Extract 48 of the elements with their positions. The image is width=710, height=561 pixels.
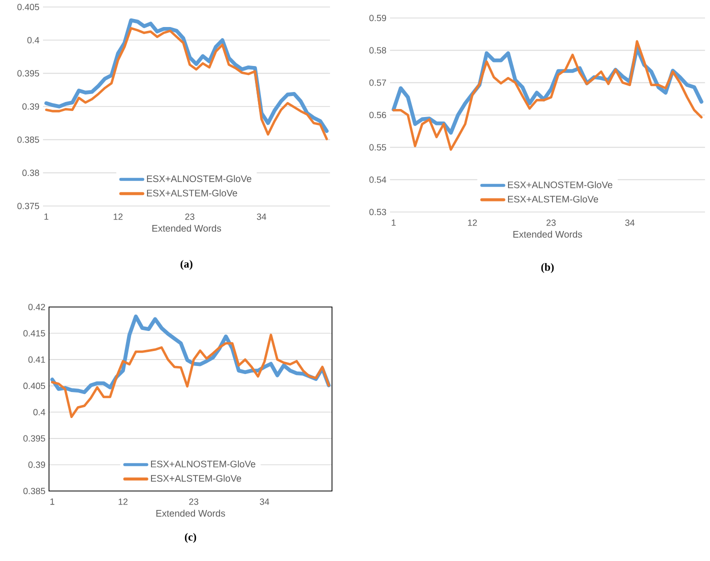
x-tick-label: 1 <box>44 214 48 220</box>
y-tick-label: 0.405 <box>17 4 40 10</box>
line-series <box>392 40 703 151</box>
x-axis-title: Extended Words <box>152 224 222 232</box>
y-tick-label: 0.385 <box>23 488 46 494</box>
x-tick-label: 12 <box>468 220 477 226</box>
text: (a) <box>180 260 192 270</box>
legend-label: ESX+ALNOSTEM-GloVe <box>151 460 256 468</box>
legend-label: ESX+ALSTEM-GloVe <box>151 474 242 482</box>
y-tick-label: 0.375 <box>17 202 40 210</box>
x-tick-label: 34 <box>625 220 635 226</box>
y-tick-label: 0.42 <box>28 304 46 310</box>
text: (b) <box>541 263 554 274</box>
y-tick-label: 0.57 <box>369 79 386 86</box>
y-tick-label: 0.415 <box>23 330 46 336</box>
legend-label: ESX+ALNOSTEM-GloVe <box>508 181 612 188</box>
x-axis-title: Extended Words <box>156 510 226 517</box>
y-tick-label: 0.59 <box>369 14 386 22</box>
y-tick-label: 0.39 <box>28 462 46 468</box>
x-tick-label: 34 <box>260 498 270 505</box>
x-tick-label: 1 <box>392 220 396 226</box>
line-series <box>51 334 330 418</box>
legend-label: ESX+ALSTEM-GloVe <box>508 196 598 203</box>
x-tick-label: 12 <box>114 214 123 220</box>
y-tick-label: 0.395 <box>17 70 40 77</box>
y-tick-label: 0.385 <box>17 136 40 143</box>
y-tick-label: 0.395 <box>23 435 46 442</box>
x-tick-label: 12 <box>118 498 128 505</box>
x-tick-label: 1 <box>50 498 54 505</box>
y-tick-label: 0.38 <box>22 170 40 176</box>
y-tick-label: 0.405 <box>23 382 46 390</box>
text: (c) <box>184 532 196 543</box>
x-tick-label: 23 <box>189 498 198 505</box>
y-tick-label: 0.54 <box>369 176 386 183</box>
legend-label: ESX+ALSTEM-GloVe <box>147 189 238 196</box>
y-tick-label: 0.55 <box>369 144 386 151</box>
x-tick-label: 34 <box>256 214 266 220</box>
y-tick-label: 0.4 <box>33 408 46 416</box>
y-tick-label: 0.39 <box>22 103 40 110</box>
x-tick-label: 23 <box>185 214 194 220</box>
x-tick-label: 23 <box>546 220 556 226</box>
y-tick-label: 0.53 <box>369 208 386 216</box>
x-axis-title: Extended Words <box>513 230 582 238</box>
legend-label: ESX+ALNOSTEM-GloVe <box>147 175 252 182</box>
y-tick-label: 0.41 <box>28 356 46 363</box>
y-tick-label: 0.4 <box>27 36 40 44</box>
y-tick-label: 0.56 <box>369 112 386 118</box>
y-tick-label: 0.58 <box>369 47 386 54</box>
